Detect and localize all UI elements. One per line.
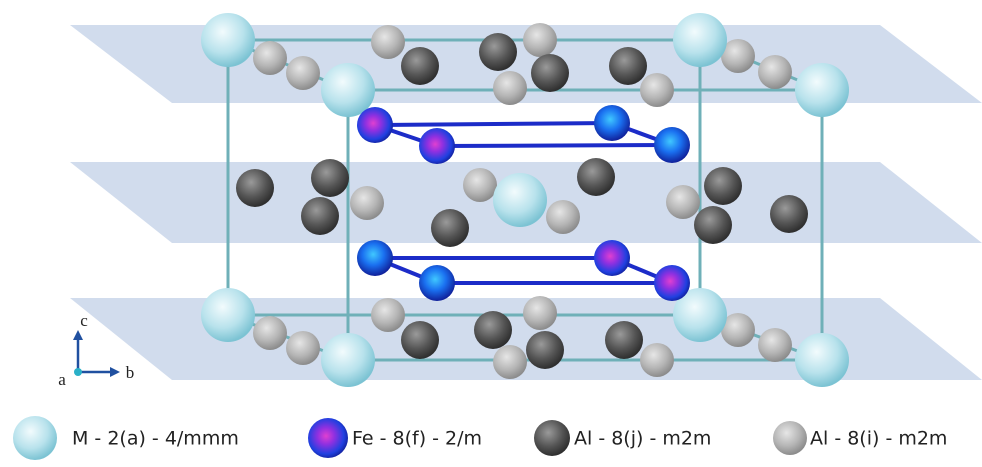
al-8i-atom <box>640 343 674 377</box>
m-atom <box>795 333 849 387</box>
al-8i-atom <box>463 168 497 202</box>
legend-label: Fe - 8(f) - 2/m <box>352 428 482 450</box>
al-8i-atom <box>758 328 792 362</box>
al-8i-atom <box>371 25 405 59</box>
al-8i-atom <box>253 316 287 350</box>
m-atom <box>795 63 849 117</box>
fe-atom <box>594 240 630 276</box>
axis-label: b <box>126 363 135 382</box>
axis-label: a <box>58 370 66 389</box>
fe-atom <box>419 128 455 164</box>
al-8j-atom <box>474 311 512 349</box>
axis-arrowhead <box>110 367 120 377</box>
fe-atom <box>654 265 690 301</box>
fe-atom <box>594 105 630 141</box>
legend-swatch <box>534 420 570 456</box>
crystal-structure: c a b M - 2(a) - 4/mmm Fe - 8(f) - 2/m A… <box>0 0 982 467</box>
al-8j-atom <box>301 197 339 235</box>
axis-label: c <box>80 311 88 330</box>
al-8i-atom <box>286 56 320 90</box>
legend-swatch <box>13 416 57 460</box>
al-8i-atom <box>523 296 557 330</box>
fe-atom <box>357 107 393 143</box>
al-8j-atom <box>704 167 742 205</box>
al-8j-atom <box>401 321 439 359</box>
axis-origin <box>74 368 82 376</box>
al-8i-atom <box>253 41 287 75</box>
al-8j-atom <box>431 209 469 247</box>
al-8i-atom <box>523 23 557 57</box>
al-8j-atom <box>605 321 643 359</box>
m-atom <box>201 288 255 342</box>
al-8j-atom <box>479 33 517 71</box>
al-8j-atom <box>401 47 439 85</box>
fe-bond <box>375 123 612 125</box>
al-8j-atom <box>577 158 615 196</box>
m-atom <box>673 13 727 67</box>
legend-label: Al - 8(i) - m2m <box>810 428 947 450</box>
fe-bond <box>437 145 672 146</box>
legend-swatch <box>308 418 348 458</box>
fe-atom <box>654 127 690 163</box>
legend-label: M - 2(a) - 4/mmm <box>72 428 239 450</box>
al-8j-atom <box>531 54 569 92</box>
al-8i-atom <box>493 71 527 105</box>
m-atom <box>321 63 375 117</box>
legend: M - 2(a) - 4/mmm Fe - 8(f) - 2/m Al - 8(… <box>13 416 947 460</box>
axis-arrowhead <box>73 330 83 340</box>
al-8i-atom <box>546 200 580 234</box>
al-8i-atom <box>758 55 792 89</box>
fe-atom <box>357 240 393 276</box>
legend-label: Al - 8(j) - m2m <box>574 428 711 450</box>
m-atom <box>321 333 375 387</box>
legend-swatch <box>773 421 807 455</box>
al-8i-atom <box>666 185 700 219</box>
al-8i-atom <box>286 331 320 365</box>
al-8j-atom <box>609 47 647 85</box>
al-8i-atom <box>493 345 527 379</box>
m-atom <box>493 173 547 227</box>
al-8j-atom <box>311 159 349 197</box>
al-8i-atom <box>640 73 674 107</box>
al-8i-atom <box>350 186 384 220</box>
al-8i-atom <box>371 298 405 332</box>
al-8j-atom <box>694 206 732 244</box>
al-8j-atom <box>770 195 808 233</box>
al-8j-atom <box>236 169 274 207</box>
m-atom <box>201 13 255 67</box>
fe-atom <box>419 265 455 301</box>
al-8j-atom <box>526 331 564 369</box>
